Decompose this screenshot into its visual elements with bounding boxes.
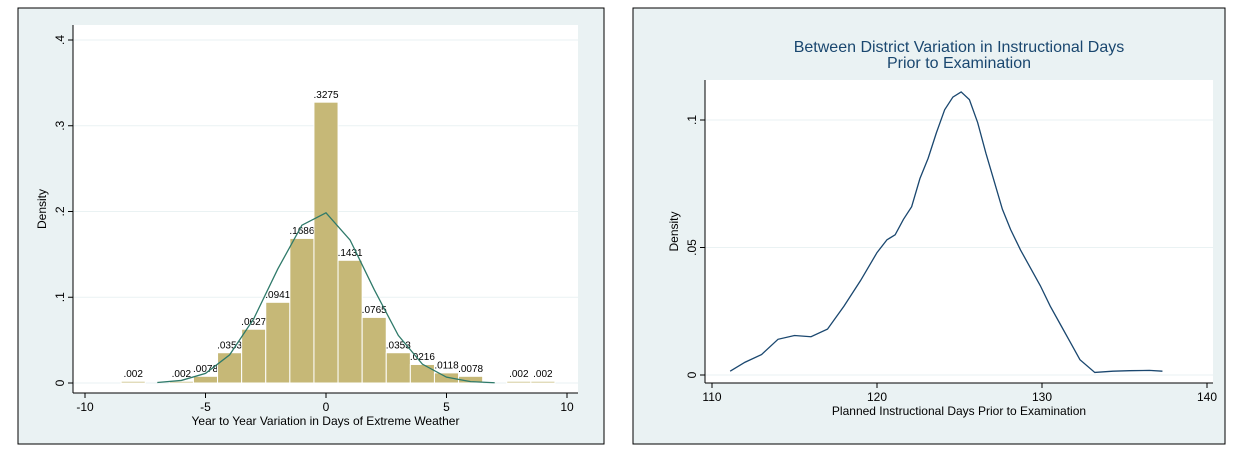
density-line (729, 91, 1163, 374)
y-tick-label: 0 (685, 371, 699, 378)
value-label: .0118 (434, 361, 459, 372)
y-axis-label: Density (667, 211, 681, 251)
y-tick-label: .4 (53, 35, 67, 45)
value-label: .0216 (410, 352, 435, 363)
bar (120, 380, 146, 384)
x-axis-label: Year to Year Variation in Days of Extrem… (192, 414, 460, 428)
normal-curve (157, 211, 495, 384)
y-tick-label: .2 (53, 206, 67, 216)
bar (361, 316, 387, 384)
bar (337, 259, 363, 384)
x-tick-label: 120 (867, 390, 887, 404)
y-tick-label: .1 (685, 115, 699, 125)
bar (217, 352, 243, 384)
bar (385, 352, 411, 384)
value-label: .0078 (193, 364, 218, 375)
value-label: .0078 (458, 364, 483, 375)
value-label: .1431 (338, 248, 363, 259)
x-tick-label: 5 (443, 400, 450, 414)
x-tick-label: 140 (1197, 390, 1217, 404)
value-label: .002 (509, 369, 529, 380)
value-label: .002 (533, 369, 553, 380)
bar (433, 372, 460, 384)
x-axis-label: Planned Instructional Days Prior to Exam… (832, 404, 1086, 418)
bar (265, 301, 291, 384)
plot-region (705, 80, 1213, 383)
value-label: .0627 (241, 317, 266, 328)
value-label: .1686 (289, 226, 314, 237)
x-tick-label: 10 (560, 400, 574, 414)
bar (313, 101, 339, 384)
chart-title: Prior to Examination (887, 55, 1031, 72)
bar (289, 237, 315, 384)
y-tick-label: .1 (53, 292, 67, 302)
x-tick-label: 0 (323, 400, 330, 414)
bar (409, 363, 435, 384)
bar (192, 375, 219, 384)
x-tick-label: 130 (1032, 390, 1052, 404)
value-label: .3275 (313, 90, 338, 101)
bar (530, 380, 556, 384)
y-tick-label: 0 (53, 379, 67, 386)
x-tick-label: -10 (76, 400, 94, 414)
x-tick-label: 110 (702, 390, 721, 404)
x-tick-label: -5 (200, 400, 211, 414)
value-label: .0765 (362, 305, 387, 316)
bar (241, 328, 267, 384)
y-tick-label: .05 (685, 239, 699, 256)
value-label: .0353 (386, 340, 411, 351)
value-label: .002 (172, 369, 192, 380)
value-label: .0941 (265, 290, 290, 301)
value-label: .002 (123, 369, 143, 380)
y-tick-label: .3 (53, 120, 67, 130)
bar (506, 380, 532, 384)
value-label: .0353 (217, 340, 242, 351)
chart-title: Between District Variation in Instructio… (794, 39, 1125, 56)
y-axis-label: Density (35, 189, 49, 229)
